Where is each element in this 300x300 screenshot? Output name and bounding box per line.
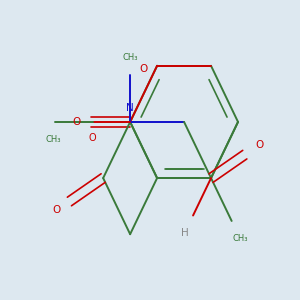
Text: O: O bbox=[72, 117, 80, 127]
Text: O: O bbox=[255, 140, 263, 150]
Text: H: H bbox=[181, 228, 189, 238]
Text: CH₃: CH₃ bbox=[122, 52, 138, 62]
Text: CH₃: CH₃ bbox=[232, 234, 248, 243]
Text: O: O bbox=[140, 64, 148, 74]
Text: O: O bbox=[89, 133, 97, 143]
Text: N: N bbox=[126, 103, 134, 112]
Text: O: O bbox=[52, 206, 61, 215]
Text: CH₃: CH₃ bbox=[46, 135, 62, 144]
